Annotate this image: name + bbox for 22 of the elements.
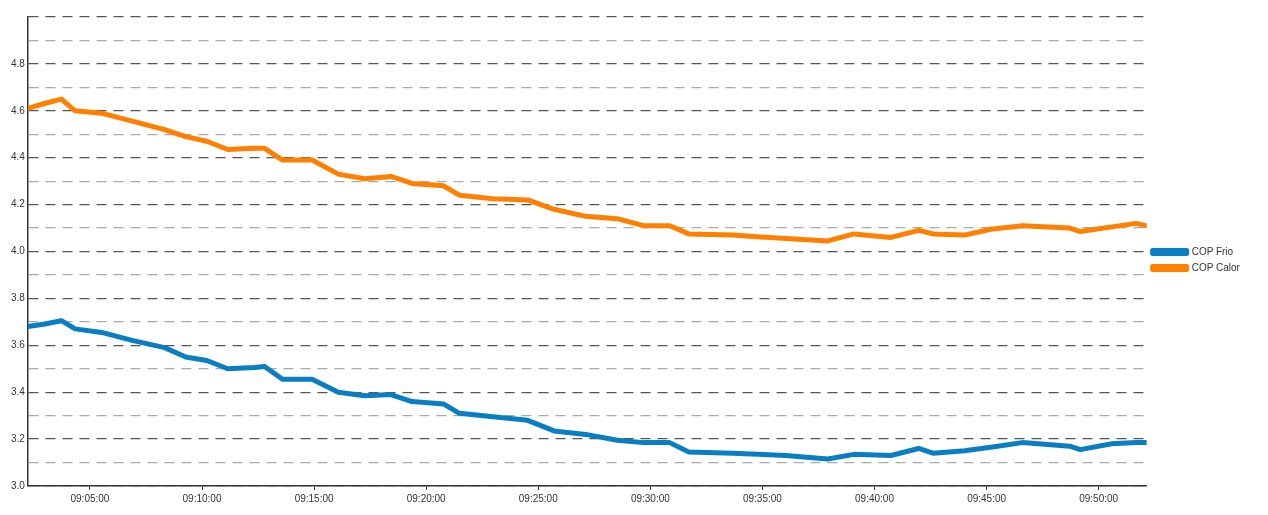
y-tick-label: 3.0 <box>11 479 26 491</box>
x-tick-label: 09:15:00 <box>294 492 335 504</box>
y-tick-label: 3.6 <box>11 339 26 351</box>
x-tick-label: 09:50:00 <box>1079 492 1119 504</box>
y-tick-label: 4.8 <box>11 57 26 69</box>
y-tick-label: 4.4 <box>11 151 26 163</box>
legend-label: COP Frio <box>1191 245 1234 257</box>
legend-label: COP Calor <box>1191 261 1241 273</box>
x-tick-label: 09:25:00 <box>518 492 559 504</box>
y-tick-label: 3.4 <box>11 385 26 397</box>
x-tick-label: 09:40:00 <box>855 492 895 504</box>
x-tick-label: 09:35:00 <box>742 492 783 504</box>
x-tick-label: 09:20:00 <box>406 492 447 504</box>
y-tick-label: 3.2 <box>11 432 26 444</box>
y-tick-label: 4.0 <box>11 245 26 257</box>
x-tick-label: 09:10:00 <box>182 492 222 504</box>
x-tick-label: 09:45:00 <box>967 492 1007 504</box>
y-tick-label: 3.8 <box>11 292 26 304</box>
x-tick-label: 09:30:00 <box>630 492 671 504</box>
y-tick-label: 4.6 <box>11 104 26 116</box>
x-tick-label: 09:05:00 <box>70 492 110 504</box>
y-tick-label: 4.2 <box>11 198 26 210</box>
